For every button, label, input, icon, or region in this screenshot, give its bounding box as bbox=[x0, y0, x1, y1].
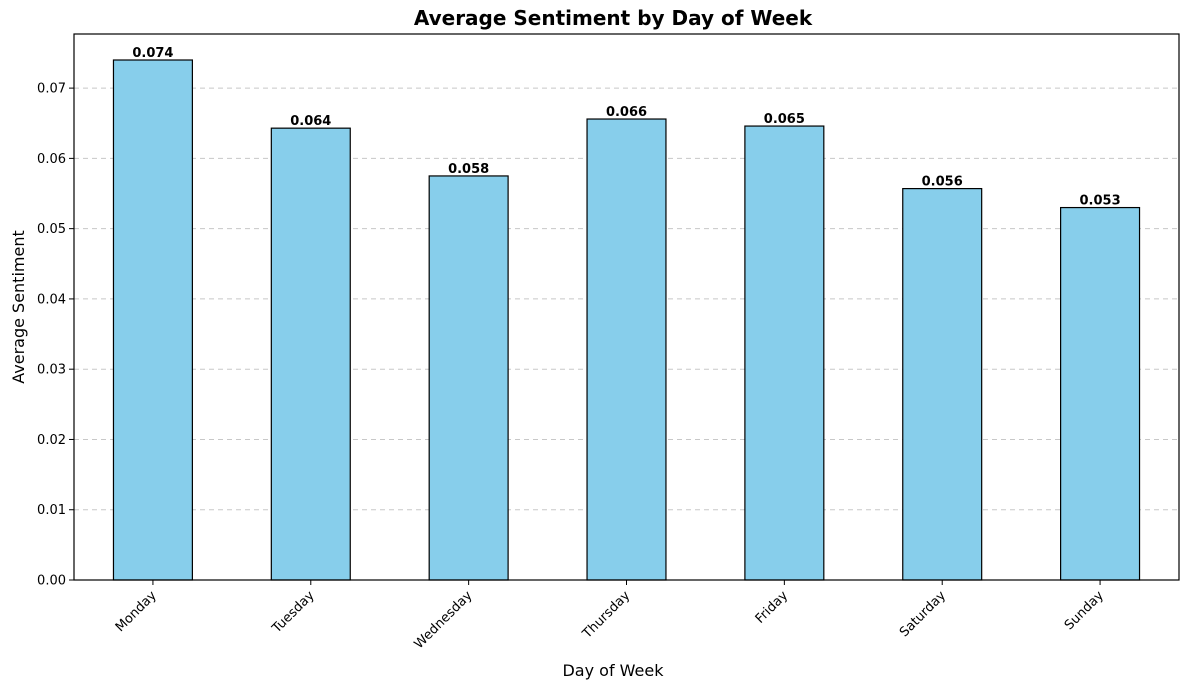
y-axis-label: Average Sentiment bbox=[9, 230, 28, 384]
x-axis-label: Day of Week bbox=[562, 661, 664, 680]
y-tick-label: 0.06 bbox=[37, 152, 66, 167]
bar-wednesday bbox=[428, 175, 509, 581]
data-label: 0.058 bbox=[448, 162, 489, 177]
data-label: 0.053 bbox=[1080, 194, 1121, 209]
chart-title: Average Sentiment by Day of Week bbox=[414, 6, 813, 30]
y-tick-label: 0.05 bbox=[37, 222, 66, 237]
bar-sunday bbox=[1060, 206, 1141, 581]
plot-frame bbox=[73, 33, 1180, 581]
x-tick-label: Monday bbox=[113, 588, 160, 635]
x-tick-label: Thursday bbox=[579, 588, 633, 642]
bars-layer bbox=[112, 59, 1141, 581]
y-tick-label: 0.04 bbox=[37, 292, 66, 307]
bar-tuesday bbox=[270, 127, 351, 581]
bar-friday bbox=[744, 125, 825, 581]
x-tick-label: Friday bbox=[753, 588, 792, 627]
y-tick-label: 0.01 bbox=[37, 503, 66, 518]
bar-thursday bbox=[586, 118, 667, 581]
data-label: 0.065 bbox=[764, 112, 805, 127]
data-label: 0.064 bbox=[290, 114, 331, 129]
x-tick-label: Tuesday bbox=[269, 588, 318, 637]
data-label: 0.066 bbox=[606, 105, 647, 120]
data-label: 0.056 bbox=[922, 175, 963, 190]
data-label: 0.074 bbox=[132, 46, 173, 61]
axes-layer bbox=[69, 33, 1180, 585]
bar-monday bbox=[112, 59, 193, 581]
y-tick-label: 0.07 bbox=[37, 82, 66, 97]
x-tick-label: Wednesday bbox=[412, 588, 476, 652]
y-tick-label: 0.02 bbox=[37, 433, 66, 448]
bar-saturday bbox=[902, 187, 983, 581]
x-tick-label: Saturday bbox=[897, 588, 949, 640]
y-tick-label: 0.00 bbox=[37, 574, 66, 589]
y-tick-label: 0.03 bbox=[37, 363, 66, 378]
x-tick-label: Sunday bbox=[1062, 588, 1107, 633]
